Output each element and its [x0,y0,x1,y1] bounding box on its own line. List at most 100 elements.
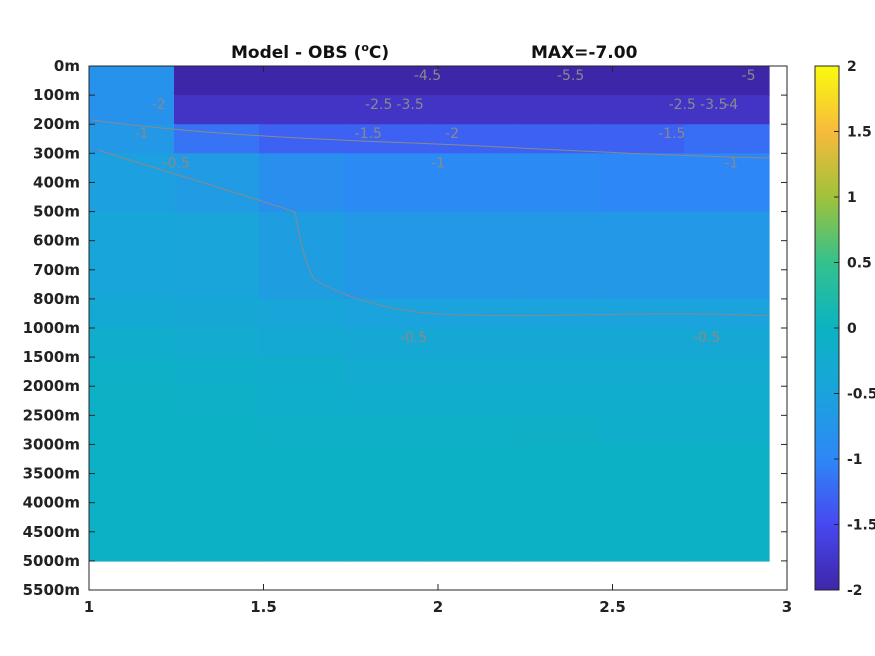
field-cell [429,66,515,96]
field-cell [684,357,770,387]
field-cell [684,211,770,300]
colorbar-tick-label: -1 [847,452,863,468]
field-cell [259,386,345,416]
max-value-text: MAX=-7.00 [531,43,638,63]
contour-label: -4 [724,97,738,113]
contour-label: -1 [724,155,738,171]
field-cell [684,415,770,446]
y-tick-label: 600m [33,232,80,250]
field-cell [429,357,515,387]
field-cell [429,444,515,562]
field-cell [89,124,175,154]
field-cell [174,298,260,329]
contour-label: -2 [445,126,459,142]
field-cell [514,415,600,446]
contour-line [91,119,770,159]
field-cell [174,211,260,300]
field-cell [684,66,770,96]
field-cell [89,211,175,300]
field-cell [514,560,600,562]
field-cell [429,328,515,358]
field-cell [89,95,175,125]
field-cell [344,415,430,446]
contour-label: -4.5 [414,68,441,84]
contour-label: -1.5 [355,126,382,142]
field-cell [174,95,260,125]
field-cell [89,328,175,358]
y-tick-label: 3500m [23,465,80,483]
y-tick-label: 5500m [23,581,80,599]
contour-label: -0.5 [693,330,720,346]
field-cell [174,357,260,387]
field-cell [259,298,345,329]
x-tick-label: 2.5 [599,598,626,616]
plot-area: -2-1-0.5-4.5-2.5 -3.5-1.5 -2-1-5.5-2.5 -3.5… [23,57,793,616]
y-tick-label: 1000m [23,319,80,337]
field-cell [514,153,600,213]
y-tick-label: 500m [33,203,80,221]
y-tick-label: 2500m [23,406,80,424]
field-cell [344,95,430,125]
contour-label: -1.5 [658,126,685,142]
field-cell [599,328,685,358]
field-cell [514,357,600,387]
contour-label: -3.5 [700,97,727,113]
field-cell [259,560,345,562]
field-cell [599,211,685,300]
colorbar-tick-label: 0.5 [847,256,872,272]
colorbar-tick-label: 1 [847,190,857,206]
x-tick-label: 1 [84,598,94,616]
field-cell [89,153,175,213]
y-tick-label: 700m [33,261,80,279]
field-cell [259,124,345,154]
contour-label: -1 [431,155,445,171]
field-cell [259,357,345,387]
field-cell [89,415,175,446]
field-cell [429,415,515,446]
y-axis: 0m 100m 200m 300m 400m 500m 600m 700m 800m 1000m 1… [23,57,787,599]
field-cell [514,66,600,96]
chart-title: Model - OBS (oC) [231,41,389,63]
field-cell [89,386,175,416]
field-cell [174,124,260,154]
field-cell [259,66,345,96]
x-tick-label: 3 [782,598,792,616]
field-cell [259,211,345,300]
field-cell [599,66,685,96]
field-cell [599,444,685,562]
contour-label: -2 [152,97,166,113]
field-cell [174,386,260,416]
field-cell [89,66,175,96]
field-cell [599,124,685,154]
field-cell [599,153,685,213]
field-cell [174,415,260,446]
field-cell [429,298,515,329]
field-cell [259,444,345,562]
y-tick-label: 300m [33,144,80,162]
field-cell [514,444,600,562]
y-tick-label: 100m [33,86,80,104]
field-cell [429,124,515,154]
field-cell [514,124,600,154]
field-cell [174,560,260,562]
contour-label: -0.5 [163,155,190,171]
field-cell [174,66,260,96]
contour-label: -1 [134,126,148,142]
colorbar-tick-label: 0 [847,321,857,337]
field-cell [344,444,430,562]
y-tick-label: 3000m [23,435,80,453]
field-cell [599,357,685,387]
field-cell [514,211,600,300]
contour-label: -0.5 [400,330,427,346]
contour-label: -2.5 [669,97,696,113]
colorbar-tick-label: -1.5 [847,518,875,534]
field-cell [684,124,770,154]
field-cell [599,95,685,125]
field-cell [429,560,515,562]
y-tick-label: 5000m [23,552,80,570]
field-cell [429,211,515,300]
field-cell [259,153,345,213]
field-cell [514,298,600,329]
y-tick-label: 2000m [23,377,80,395]
y-tick-label: 1500m [23,348,80,366]
